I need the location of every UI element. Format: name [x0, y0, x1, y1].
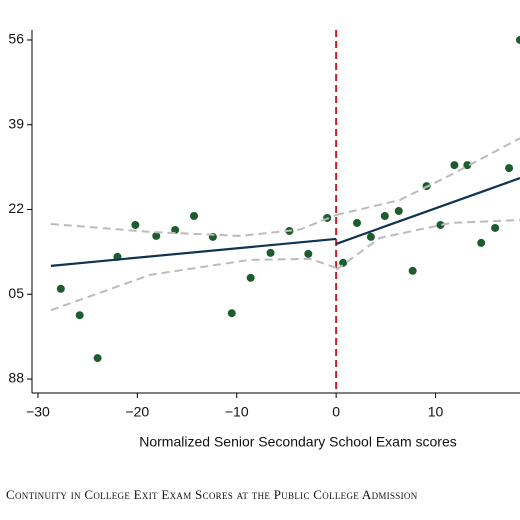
y-tick-label: 39 — [8, 115, 24, 131]
data-point — [491, 223, 500, 232]
x-tick-label: −20 — [125, 404, 149, 420]
data-point — [246, 273, 255, 282]
data-point — [93, 354, 102, 363]
y-tick-label: 05 — [8, 285, 24, 301]
x-axis-label: Normalized Senior Secondary School Exam … — [139, 434, 456, 450]
data-point — [394, 207, 403, 216]
fit-line — [335, 177, 520, 245]
data-point — [366, 232, 375, 241]
data-point — [516, 35, 520, 44]
x-tick-label: −10 — [225, 404, 249, 420]
data-point — [505, 164, 514, 173]
x-tick-label: −30 — [26, 404, 50, 420]
caption: Continuity in College Exit Exam Scores a… — [6, 487, 418, 502]
fit-line — [50, 214, 337, 237]
data-point — [152, 231, 161, 240]
data-point — [190, 211, 199, 220]
data-point — [408, 266, 417, 275]
data-point — [75, 311, 84, 320]
data-point — [463, 161, 472, 170]
x-tick-label: 0 — [332, 404, 340, 420]
data-point — [436, 220, 445, 229]
data-point — [56, 284, 65, 293]
data-point — [450, 161, 459, 170]
data-point — [266, 248, 275, 257]
data-point — [339, 258, 348, 267]
fit-line — [335, 137, 520, 216]
x-tick-label: 10 — [428, 404, 444, 420]
fit-line — [50, 237, 337, 267]
y-tick-label: 88 — [8, 370, 24, 386]
data-point — [380, 211, 389, 220]
fit-line — [50, 257, 337, 312]
y-tick-label: 56 — [8, 31, 24, 47]
data-point — [304, 249, 313, 258]
fit-line — [335, 218, 520, 271]
y-tick-label: 22 — [8, 200, 24, 216]
data-point — [227, 309, 236, 318]
data-point — [131, 220, 140, 229]
data-point — [353, 218, 362, 227]
data-point — [477, 238, 486, 247]
data-point — [171, 225, 180, 234]
